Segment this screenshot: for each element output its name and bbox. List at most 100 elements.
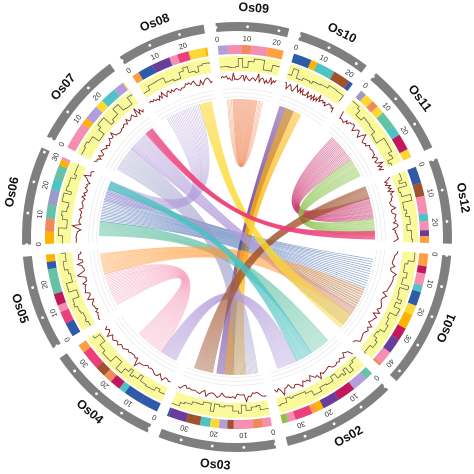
tick-label: 10 <box>35 210 45 219</box>
heat-histogram <box>278 356 356 407</box>
chromosome-label-os12: Os12 <box>454 181 473 214</box>
tick-dot-icon <box>383 385 387 388</box>
guide-ring <box>88 175 103 243</box>
block-segment <box>132 72 144 84</box>
block-segment <box>292 405 313 420</box>
guide-ring <box>92 176 107 243</box>
chromosome-label-os01: Os01 <box>434 311 459 345</box>
line-track <box>220 72 277 86</box>
tick-label: 30 <box>78 357 90 369</box>
block-segment <box>76 123 90 137</box>
block-segment <box>372 357 382 366</box>
tick-dot-icon <box>49 137 53 141</box>
chromosome-label-os09: Os09 <box>238 0 270 16</box>
block-segment <box>110 374 125 389</box>
data-tracks <box>45 45 429 429</box>
tick-label: 20 <box>178 41 188 52</box>
block-segment <box>360 367 373 379</box>
block-segment <box>262 416 272 428</box>
tick-label: 0 <box>57 140 67 148</box>
heat-histogram <box>219 58 280 72</box>
block-segment <box>103 368 117 382</box>
block-segment <box>414 272 426 286</box>
line-track <box>149 77 213 104</box>
ideogram-os06 <box>22 147 50 245</box>
tick-dot-icon <box>359 405 363 409</box>
tick-label: 0 <box>361 81 370 91</box>
block-segment <box>280 413 289 424</box>
tick-label: 20 <box>323 407 335 419</box>
tick-dot-icon <box>277 29 281 33</box>
synteny-link <box>194 186 370 373</box>
ideogram-os03 <box>158 428 277 452</box>
block-segment <box>124 385 145 403</box>
block-segment <box>344 81 353 92</box>
ideogram-os07 <box>46 63 116 141</box>
tick-dot-icon <box>31 286 35 289</box>
tick-dot-icon <box>26 211 30 215</box>
block-segment <box>83 347 103 368</box>
block-segment <box>60 308 74 324</box>
block-segment <box>45 204 57 220</box>
tick-label: 0 <box>34 242 43 246</box>
tick-label: 0 <box>372 373 381 382</box>
block-segment <box>57 302 69 313</box>
tick-dot-icon <box>303 434 307 438</box>
guide-ring <box>370 184 382 242</box>
tick-label: 10 <box>149 50 160 62</box>
heat-histogram <box>352 100 394 166</box>
heat-histogram <box>397 172 414 243</box>
heat-track <box>286 64 347 105</box>
block-segment <box>419 220 429 231</box>
tick-dot-icon <box>440 188 444 192</box>
block-segment <box>348 372 367 390</box>
ideogram-os01 <box>389 254 452 382</box>
block-segment <box>308 402 318 414</box>
tick-label: 20 <box>91 90 103 102</box>
tick-dot-icon <box>413 122 417 126</box>
heat-track <box>87 330 168 402</box>
ideogram-os12 <box>428 158 453 244</box>
block-segment <box>418 213 429 222</box>
tick-dot-icon <box>440 285 443 288</box>
chromosome-label-os03: Os03 <box>199 456 231 473</box>
tick-dot-icon <box>430 315 434 319</box>
synteny-links <box>99 98 376 376</box>
line-track-bg <box>272 343 353 397</box>
tick-label: 20 <box>344 67 356 79</box>
chromosome-label-os06: Os06 <box>2 176 22 209</box>
guide-ring <box>222 92 273 98</box>
block-segment <box>371 106 384 119</box>
tick-label: 20 <box>430 218 440 227</box>
block-segment <box>51 179 63 192</box>
heat-track <box>138 58 212 98</box>
block-segment <box>419 230 429 237</box>
heat-track <box>76 91 139 160</box>
synteny-link <box>107 181 312 362</box>
tick-dot-icon <box>398 369 401 373</box>
block-segment <box>391 134 408 154</box>
tick-label: 10 <box>381 101 393 113</box>
block-segment <box>307 60 318 71</box>
synteny-link <box>145 128 376 240</box>
block-segment <box>199 416 212 428</box>
block-segment <box>49 275 63 295</box>
block-segment <box>266 47 277 59</box>
block-segment <box>285 411 296 423</box>
line-track <box>93 108 144 162</box>
line-track-bg <box>73 250 109 322</box>
tick-dot-icon <box>210 444 214 448</box>
block-segment <box>366 101 378 113</box>
guide-ring <box>374 182 386 242</box>
guide-ring <box>182 374 265 386</box>
block-segment <box>45 253 56 263</box>
synteny-link <box>198 101 352 329</box>
ideogram-os10 <box>298 31 367 73</box>
block-segment <box>412 182 425 198</box>
guide-ring <box>96 178 110 243</box>
tick-label: 10 <box>243 34 252 43</box>
tick-label: 20 <box>209 429 218 439</box>
block-segment <box>113 82 128 97</box>
block-segment <box>102 89 120 107</box>
tick-dot-icon <box>32 180 36 184</box>
